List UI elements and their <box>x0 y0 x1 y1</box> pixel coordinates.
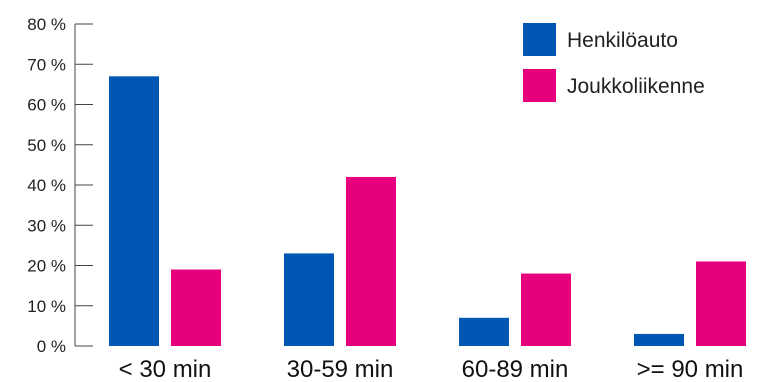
legend-swatch <box>523 69 556 102</box>
legend-swatch <box>523 23 556 56</box>
y-tick-label: 40 % <box>27 176 66 195</box>
bars <box>109 76 746 346</box>
y-tick-label: 60 % <box>27 96 66 115</box>
x-tick-label: < 30 min <box>119 356 212 382</box>
bar <box>284 253 334 346</box>
bar <box>634 333 684 346</box>
y-tick-label: 80 % <box>27 15 66 34</box>
y-tick-label: 50 % <box>27 136 66 155</box>
bar <box>346 176 396 346</box>
x-tick-label: >= 90 min <box>637 356 744 382</box>
legend: Henkilöauto Joukkoliikenne <box>523 23 705 102</box>
bar <box>696 261 746 346</box>
y-tick-label: 0 % <box>37 337 66 356</box>
bar <box>459 317 509 346</box>
y-tick-label: 20 % <box>27 257 66 276</box>
bar <box>521 273 571 346</box>
y-tick-label: 10 % <box>27 297 66 316</box>
legend-label: Joukkoliikenne <box>567 75 705 98</box>
legend-label: Henkilöauto <box>567 29 678 52</box>
y-tick-label: 30 % <box>27 216 66 235</box>
x-axis-labels: < 30 min 30-59 min 60-89 min >= 90 min <box>119 356 744 382</box>
x-tick-label: 30-59 min <box>287 356 394 382</box>
y-axis: 0 % 10 % 20 % 30 % 40 % 50 % 60 % 70 % 80 % <box>27 15 93 356</box>
x-tick-label: 60-89 min <box>462 356 569 382</box>
y-tick-label: 70 % <box>27 55 66 74</box>
bar <box>171 269 221 346</box>
bar <box>109 76 159 346</box>
